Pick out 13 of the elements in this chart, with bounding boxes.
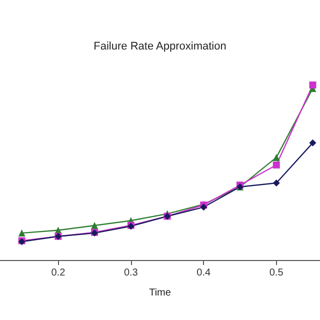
point (272, 161, 280, 168)
point (18, 230, 26, 237)
point (272, 180, 280, 186)
x-tick-label: 0.5 (269, 268, 284, 278)
chart-title: Failure Rate Approximation (94, 40, 226, 52)
x-tick-label: 0.4 (196, 268, 212, 278)
point (272, 154, 280, 161)
x-axis-title: Time (149, 288, 172, 298)
x-tick-label: 0.3 (124, 268, 138, 278)
point (309, 139, 316, 146)
x-tick-label: 0.2 (51, 268, 66, 278)
point (309, 82, 316, 88)
point (91, 222, 98, 230)
